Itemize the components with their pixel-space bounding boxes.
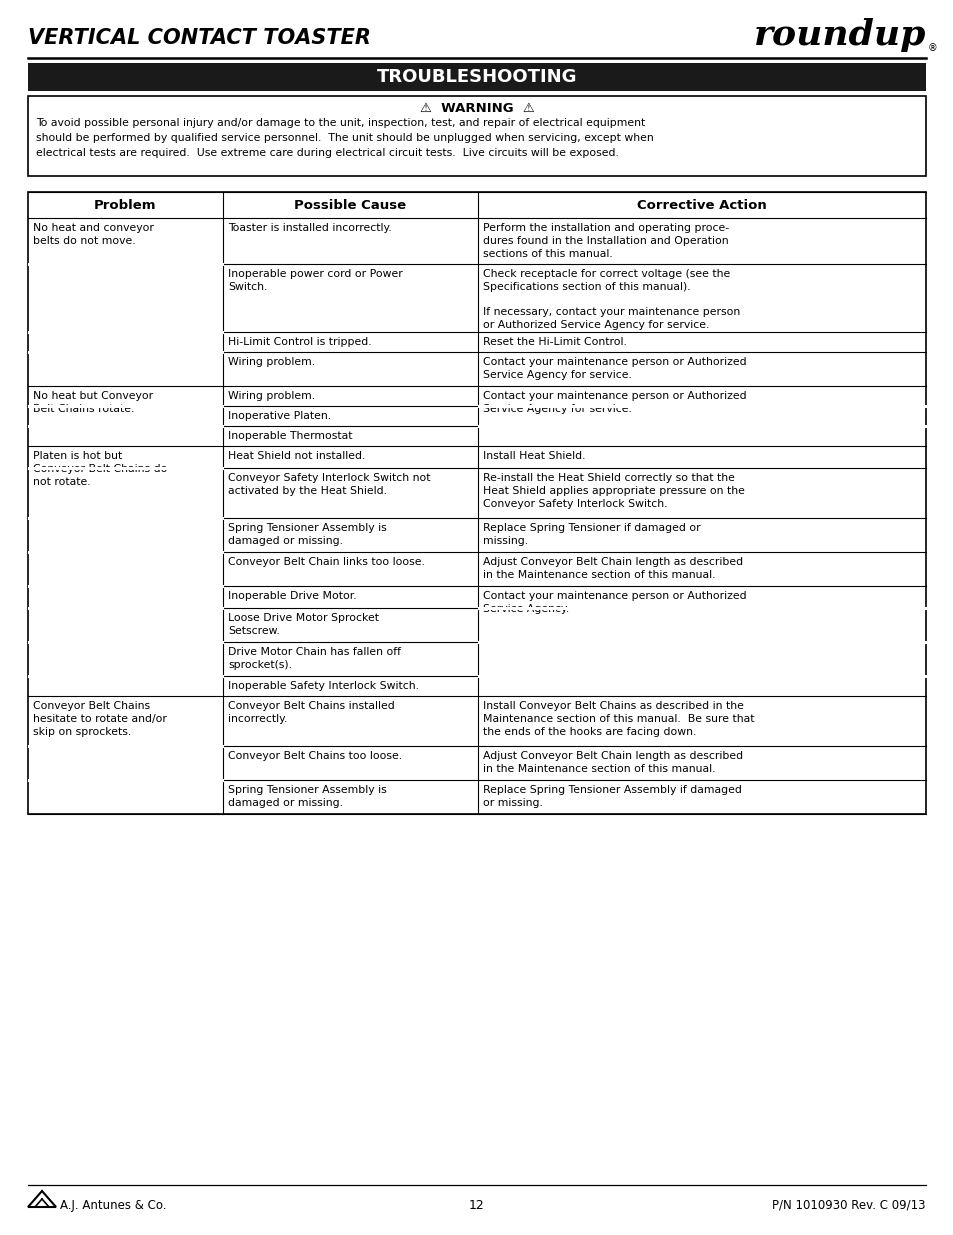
Text: Install Conveyor Belt Chains as described in the
Maintenance section of this man: Install Conveyor Belt Chains as describe… [482, 701, 754, 736]
Text: roundup: roundup [753, 19, 925, 52]
Text: TROUBLESHOOTING: TROUBLESHOOTING [376, 68, 577, 86]
Text: electrical tests are required.  Use extreme care during electrical circuit tests: electrical tests are required. Use extre… [36, 148, 618, 158]
Text: Platen is hot but
Conveyor Belt Chains do
not rotate.: Platen is hot but Conveyor Belt Chains d… [33, 451, 167, 487]
Text: Install Heat Shield.: Install Heat Shield. [482, 451, 585, 461]
Text: Check receptacle for correct voltage (see the
Specifications section of this man: Check receptacle for correct voltage (se… [482, 269, 740, 330]
Text: Re-install the Heat Shield correctly so that the
Heat Shield applies appropriate: Re-install the Heat Shield correctly so … [482, 473, 744, 509]
Text: should be performed by qualified service personnel.  The unit should be unplugge: should be performed by qualified service… [36, 133, 653, 143]
Text: Problem: Problem [94, 199, 156, 211]
Text: Spring Tensioner Assembly is
damaged or missing.: Spring Tensioner Assembly is damaged or … [228, 522, 386, 546]
Text: Inoperable Drive Motor.: Inoperable Drive Motor. [228, 592, 356, 601]
Text: Reset the Hi-Limit Control.: Reset the Hi-Limit Control. [482, 337, 626, 347]
Text: 12: 12 [469, 1199, 484, 1212]
Text: Spring Tensioner Assembly is
damaged or missing.: Spring Tensioner Assembly is damaged or … [228, 785, 386, 808]
Text: Possible Cause: Possible Cause [294, 199, 406, 211]
Text: To avoid possible personal injury and/or damage to the unit, inspection, test, a: To avoid possible personal injury and/or… [36, 119, 644, 128]
Text: Adjust Conveyor Belt Chain length as described
in the Maintenance section of thi: Adjust Conveyor Belt Chain length as des… [482, 557, 742, 579]
Text: Conveyor Belt Chains installed
incorrectly.: Conveyor Belt Chains installed incorrect… [228, 701, 395, 724]
Text: Wiring problem.: Wiring problem. [228, 391, 314, 401]
Bar [28, 96, 925, 177]
Text: Inoperable Thermostat: Inoperable Thermostat [228, 431, 352, 441]
Text: Inoperative Platen.: Inoperative Platen. [228, 411, 331, 421]
Text: Inoperable Safety Interlock Switch.: Inoperable Safety Interlock Switch. [228, 680, 418, 692]
Text: Replace Spring Tensioner if damaged or
missing.: Replace Spring Tensioner if damaged or m… [482, 522, 700, 546]
Text: A.J. Antunes & Co.: A.J. Antunes & Co. [60, 1199, 167, 1212]
Text: VERTICAL CONTACT TOASTER: VERTICAL CONTACT TOASTER [28, 28, 371, 48]
Text: Contact your maintenance person or Authorized
Service Agency for service.: Contact your maintenance person or Autho… [482, 357, 746, 380]
Text: Inoperable power cord or Power
Switch.: Inoperable power cord or Power Switch. [228, 269, 402, 291]
Text: Contact your maintenance person or Authorized
Service Agency.: Contact your maintenance person or Autho… [482, 592, 746, 614]
Text: Conveyor Belt Chains too loose.: Conveyor Belt Chains too loose. [228, 751, 402, 761]
Text: Loose Drive Motor Sprocket
Setscrew.: Loose Drive Motor Sprocket Setscrew. [228, 613, 378, 636]
Text: ⚠  WARNING  ⚠: ⚠ WARNING ⚠ [419, 101, 534, 115]
Text: Conveyor Belt Chain links too loose.: Conveyor Belt Chain links too loose. [228, 557, 424, 567]
Bar [28, 63, 925, 91]
Bar [28, 191, 925, 814]
Text: P/N 1010930 Rev. C 09/13: P/N 1010930 Rev. C 09/13 [772, 1199, 925, 1212]
Text: Conveyor Belt Chains
hesitate to rotate and/or
skip on sprockets.: Conveyor Belt Chains hesitate to rotate … [33, 701, 167, 736]
Text: No heat and conveyor
belts do not move.: No heat and conveyor belts do not move. [33, 224, 153, 246]
Text: Drive Motor Chain has fallen off
sprocket(s).: Drive Motor Chain has fallen off sprocke… [228, 647, 400, 669]
Text: No heat but Conveyor
Belt Chains rotate.: No heat but Conveyor Belt Chains rotate. [33, 391, 153, 414]
Text: Wiring problem.: Wiring problem. [228, 357, 314, 367]
Text: Adjust Conveyor Belt Chain length as described
in the Maintenance section of thi: Adjust Conveyor Belt Chain length as des… [482, 751, 742, 774]
Text: Conveyor Safety Interlock Switch not
activated by the Heat Shield.: Conveyor Safety Interlock Switch not act… [228, 473, 430, 495]
Text: Contact your maintenance person or Authorized
Service Agency for service.: Contact your maintenance person or Autho… [482, 391, 746, 414]
Text: Toaster is installed incorrectly.: Toaster is installed incorrectly. [228, 224, 392, 233]
Text: ®: ® [927, 43, 937, 53]
Text: Hi-Limit Control is tripped.: Hi-Limit Control is tripped. [228, 337, 372, 347]
Text: Heat Shield not installed.: Heat Shield not installed. [228, 451, 365, 461]
Text: Corrective Action: Corrective Action [637, 199, 766, 211]
Text: Replace Spring Tensioner Assembly if damaged
or missing.: Replace Spring Tensioner Assembly if dam… [482, 785, 741, 808]
Text: Perform the installation and operating proce-
dures found in the Installation an: Perform the installation and operating p… [482, 224, 728, 258]
